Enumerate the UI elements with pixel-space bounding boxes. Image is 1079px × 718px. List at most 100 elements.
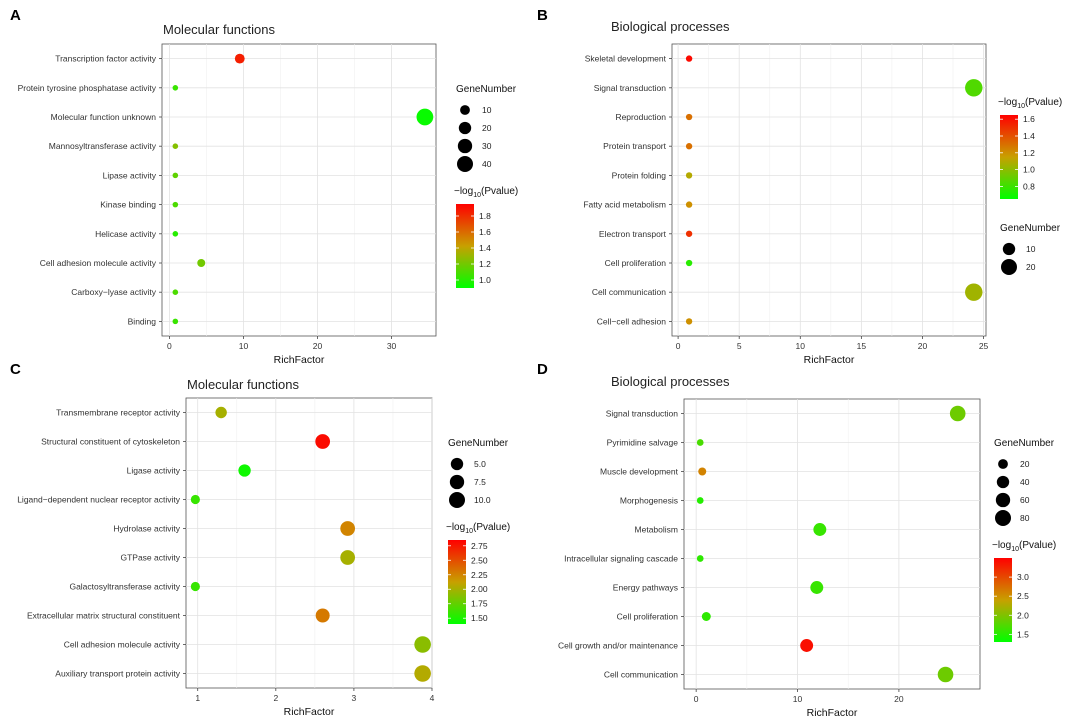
data-point (685, 55, 693, 62)
category-label: Reproduction (615, 112, 666, 122)
size-legend-label: 10 (482, 105, 492, 115)
size-legend-label: 40 (482, 159, 492, 169)
category-label: Intracellular signaling cascade (564, 554, 678, 564)
data-point (937, 666, 954, 683)
data-point (340, 550, 356, 565)
category-label: Signal transduction (594, 83, 667, 93)
category-label: Carboxy−lyase activity (71, 287, 157, 297)
data-point (172, 231, 179, 237)
category-label: Lipase activity (103, 170, 157, 180)
data-point (810, 581, 824, 594)
category-label: Pyrimidine salvage (607, 438, 679, 448)
x-axis-label: RichFactor (284, 706, 335, 718)
category-label: Cell growth and/or maintenance (558, 641, 678, 651)
category-label: Morphogenesis (620, 496, 678, 506)
category-label: Ligase activity (127, 466, 181, 476)
data-point (238, 464, 251, 477)
color-bar-label: 2.00 (471, 584, 488, 594)
color-bar-label: 2.75 (471, 541, 488, 551)
data-point (315, 608, 330, 623)
color-legend-title: −log10(Pvalue) (454, 186, 518, 199)
category-label: Fatty acid metabolism (583, 200, 666, 210)
x-tick-label: 30 (387, 341, 397, 351)
data-point (215, 406, 227, 419)
color-bar-label: 2.50 (471, 555, 488, 565)
data-point (685, 172, 693, 179)
data-point (172, 85, 179, 91)
x-axis-label: RichFactor (807, 707, 858, 718)
panel-d: D Biological processes 0 10 20 Signal transdu… (537, 361, 1056, 718)
data-point (190, 494, 200, 505)
size-legend-label: 10 (1026, 244, 1036, 254)
category-label: Skeletal development (585, 54, 667, 64)
category-label: Protein transport (603, 141, 666, 151)
category-label: Hydrolase activity (113, 524, 180, 534)
x-tick-label: 15 (857, 341, 867, 351)
color-bar-label: 1.8 (479, 211, 491, 221)
size-legend-key (996, 475, 1010, 489)
size-legend-label: 20 (482, 123, 492, 133)
category-label: Metabolism (635, 525, 678, 535)
data-point (813, 523, 827, 536)
size-legend-label: 60 (1020, 495, 1030, 505)
color-bar-label: 1.4 (1023, 131, 1035, 141)
data-point (172, 201, 179, 208)
size-legend-label: 40 (1020, 477, 1030, 487)
size-legend-title: GeneNumber (1000, 223, 1061, 234)
category-label: Cell proliferation (617, 612, 679, 622)
category-label: Transmembrane receptor activity (56, 408, 181, 418)
panel-letter: B (537, 7, 548, 24)
size-legend-label: 10.0 (474, 495, 491, 505)
data-point (414, 636, 431, 653)
color-bar (456, 204, 474, 288)
category-label: Mannosyltransferase activity (49, 141, 157, 151)
chart-title: Biological processes (611, 374, 730, 389)
category-label: Cell−cell adhesion (597, 316, 666, 326)
size-legend-key (449, 474, 465, 490)
category-label: Kinase binding (100, 200, 156, 210)
x-tick-label: 20 (313, 341, 323, 351)
panel-letter: A (10, 7, 21, 24)
size-legend-title: GeneNumber (994, 438, 1055, 449)
data-point (949, 405, 966, 422)
data-point (234, 53, 245, 64)
x-tick-label: 10 (793, 694, 803, 704)
x-tick-label: 1 (195, 693, 200, 703)
data-point (340, 521, 356, 536)
category-label: Auxiliary transport protein activity (55, 669, 180, 679)
plot-area (185, 397, 433, 689)
color-bar-label: 1.75 (471, 599, 488, 609)
x-tick-label: 20 (894, 694, 904, 704)
color-bar-label: 1.6 (479, 227, 491, 237)
category-label: Molecular function unknown (51, 112, 157, 122)
data-point (197, 259, 206, 267)
panel-letter: C (10, 361, 21, 378)
panel-c: C Molecular functions 1 2 3 4 Transmembrane re… (10, 361, 510, 718)
color-bar-label: 2.5 (1017, 591, 1029, 601)
data-point (685, 201, 693, 208)
plot-area (683, 398, 981, 690)
category-label: GTPase activity (120, 553, 180, 563)
x-axis-label: RichFactor (274, 354, 325, 366)
data-point (698, 467, 707, 476)
size-legend-key (460, 105, 470, 115)
color-bar-label: 1.4 (479, 243, 491, 253)
plot-area (161, 43, 437, 337)
x-tick-label: 0 (167, 341, 172, 351)
category-label: Protein folding (612, 170, 667, 180)
size-legend-key (1001, 259, 1017, 275)
data-point (685, 143, 693, 150)
x-axis-label: RichFactor (804, 354, 855, 366)
category-label: Helicase activity (95, 229, 157, 239)
category-label: Galactosyltransferase activity (69, 582, 180, 592)
category-label: Ligand−dependent nuclear receptor activi… (17, 495, 181, 505)
data-point (800, 639, 814, 652)
data-point (965, 283, 983, 301)
size-legend-label: 20 (1020, 459, 1030, 469)
color-bar-label: 1.50 (471, 613, 488, 623)
x-tick-label: 25 (979, 341, 989, 351)
x-tick-label: 10 (796, 341, 806, 351)
category-label: Protein tyrosine phosphatase activity (18, 83, 157, 93)
data-point (965, 79, 983, 97)
